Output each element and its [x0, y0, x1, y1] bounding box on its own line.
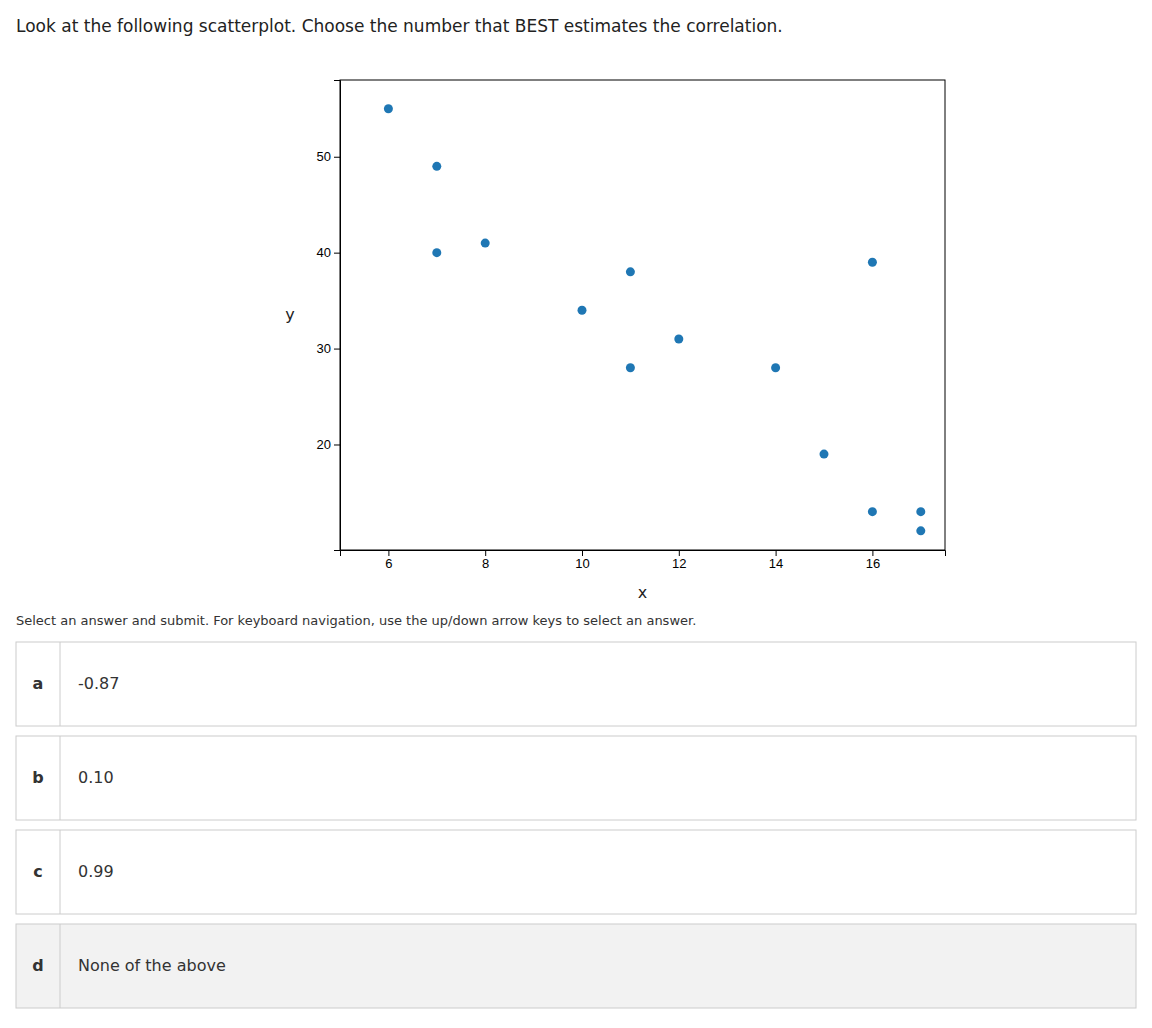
- choice-text[interactable]: -0.87: [78, 674, 119, 693]
- point: [771, 363, 780, 372]
- x-tick-label: 6: [385, 556, 392, 571]
- x-tick: 8: [482, 550, 489, 571]
- y-tick: 20: [317, 437, 340, 452]
- y-axis-line: [334, 81, 341, 551]
- chart-root: Look at the following scatterplot. Choos…: [0, 0, 1152, 1028]
- x-tick: 12: [672, 550, 686, 571]
- x-tick-mark: [679, 550, 680, 556]
- x-tick-mark: [776, 550, 777, 556]
- choice-divider: [60, 924, 61, 1008]
- point: [674, 334, 683, 343]
- y-tick: 50: [317, 149, 340, 164]
- x-tick: 16: [866, 550, 880, 571]
- x-tick: 10: [575, 550, 589, 571]
- choice-label[interactable]: a: [33, 674, 44, 693]
- x-tick-label: 10: [575, 556, 589, 571]
- y-tick: 40: [317, 245, 340, 260]
- y-tick-mark: [334, 157, 340, 158]
- x-axis: 6 8 10 12 14 16: [341, 550, 946, 571]
- y-tick-label: 50: [317, 149, 331, 164]
- y-tick-label: 40: [317, 245, 331, 260]
- plot-frame: [340, 80, 945, 550]
- x-tick: 6: [385, 550, 392, 571]
- x-tick-mark: [485, 550, 486, 556]
- point: [868, 258, 877, 267]
- x-tick-label: 14: [769, 556, 783, 571]
- choice[interactable]: b 0.10: [16, 736, 1136, 820]
- y-axis-title: y: [285, 305, 294, 324]
- point: [868, 507, 877, 516]
- choice-box[interactable]: [16, 830, 1136, 914]
- point: [916, 507, 925, 516]
- point: [481, 239, 490, 248]
- choice-box[interactable]: [16, 736, 1136, 820]
- choice-text[interactable]: None of the above: [78, 956, 226, 975]
- choice-label[interactable]: b: [32, 768, 43, 787]
- point: [578, 306, 587, 315]
- choice-box[interactable]: [16, 924, 1136, 1008]
- choice-text[interactable]: 0.99: [78, 862, 114, 881]
- choice-label[interactable]: c: [33, 862, 42, 881]
- y-tick-mark: [334, 444, 340, 445]
- points: [384, 104, 925, 535]
- choice[interactable]: a -0.87: [16, 642, 1136, 726]
- point: [384, 104, 393, 113]
- x-tick: 14: [769, 550, 783, 571]
- x-tick-mark: [388, 550, 389, 556]
- x-tick-mark: [582, 550, 583, 556]
- choice-box[interactable]: [16, 642, 1136, 726]
- choice-text[interactable]: 0.10: [78, 768, 114, 787]
- choice[interactable]: c 0.99: [16, 830, 1136, 914]
- y-tick: 30: [317, 341, 340, 356]
- point: [916, 526, 925, 535]
- x-axis-line: [341, 551, 946, 557]
- point: [820, 450, 829, 459]
- point: [432, 162, 441, 171]
- x-axis-title: x: [638, 583, 647, 602]
- x-tick-mark: [872, 550, 873, 556]
- x-tick-label: 16: [866, 556, 880, 571]
- choice-divider: [60, 736, 61, 820]
- choice-divider: [60, 830, 61, 914]
- point: [626, 363, 635, 372]
- y-tick-label: 20: [317, 437, 331, 452]
- x-tick-label: 8: [482, 556, 489, 571]
- choice[interactable]: d None of the above: [16, 924, 1136, 1008]
- subtitle: Select an answer and submit. For keyboar…: [16, 613, 696, 628]
- y-tick-mark: [334, 253, 340, 254]
- point: [432, 248, 441, 257]
- point: [626, 267, 635, 276]
- y-tick-label: 30: [317, 341, 331, 356]
- choices: a -0.87 b 0.10 c 0.99 d None of the above: [16, 642, 1136, 1008]
- title: Look at the following scatterplot. Choos…: [16, 16, 783, 36]
- choice-divider: [60, 642, 61, 726]
- y-tick-mark: [334, 349, 340, 350]
- y-axis: 20 30 40 50: [317, 81, 341, 551]
- x-tick-label: 12: [672, 556, 686, 571]
- choice-label[interactable]: d: [32, 956, 43, 975]
